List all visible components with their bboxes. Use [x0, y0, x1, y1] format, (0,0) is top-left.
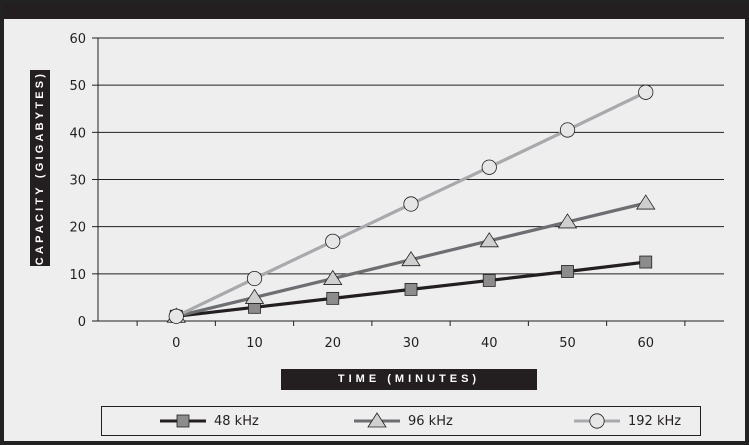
triangle-marker	[636, 194, 656, 210]
legend-marker	[367, 412, 387, 428]
x-tick-label: 40	[481, 336, 498, 351]
legend-marker	[176, 414, 190, 428]
square-marker	[482, 274, 496, 287]
tick-labels: 0 10 20 30 40 50 60 0 10 20 30 40 50 60	[69, 32, 654, 351]
y-axis-label: CAPACITY (GIGABYTES)	[34, 70, 46, 266]
legend-circle-icon	[574, 413, 620, 429]
line-chart: 0 10 20 30 40 50 60 0 10 20 30 40 50 60	[69, 32, 724, 351]
x-axis-label: TIME (MINUTES)	[281, 369, 537, 390]
square-marker	[326, 291, 340, 305]
x-tick-label: 0	[172, 336, 180, 351]
y-tick-label: 0	[78, 315, 86, 330]
square-marker	[639, 255, 653, 269]
square-marker	[404, 282, 418, 296]
circle-marker	[403, 196, 419, 212]
x-tick-label: 60	[637, 336, 654, 351]
title-bar	[4, 4, 749, 19]
series-markers	[166, 84, 656, 324]
legend-item: 192 kHz	[572, 407, 681, 435]
triangle-marker	[323, 269, 343, 285]
x-tick-label: 30	[403, 336, 420, 351]
circle-marker	[559, 122, 576, 138]
circle-marker	[246, 270, 263, 287]
legend-item: 96 kHz	[352, 407, 453, 435]
legend-marker	[589, 413, 605, 429]
circle-marker	[638, 84, 654, 100]
circle-marker	[325, 233, 341, 249]
y-tick-label: 40	[69, 126, 86, 141]
legend-label: 192 kHz	[628, 413, 682, 429]
x-tick-label: 10	[246, 336, 263, 351]
x-tick-label: 50	[559, 336, 576, 351]
y-tick-label: 60	[69, 32, 86, 47]
triangle-marker	[479, 232, 499, 248]
legend-item: 48 kHz	[158, 407, 259, 435]
y-axis-label-box	[30, 70, 50, 266]
y-tick-label: 50	[69, 79, 86, 94]
circle-marker	[168, 308, 184, 324]
legend-label: 96 kHz	[408, 413, 453, 429]
y-tick-label: 30	[69, 174, 86, 189]
legend: 48 kHz 96 kHz 192 kHz	[101, 406, 701, 436]
legend-square-icon	[160, 414, 206, 428]
x-tick-label: 20	[324, 336, 341, 351]
axes	[92, 37, 724, 326]
triangle-marker	[244, 288, 265, 304]
y-tick-label: 20	[69, 221, 86, 236]
legend-label: 48 kHz	[214, 413, 259, 429]
triangle-marker	[557, 213, 578, 229]
triangle-marker	[401, 250, 421, 267]
legend-triangle-icon	[354, 412, 400, 428]
grid-lines	[98, 37, 724, 275]
circle-marker	[481, 159, 497, 175]
square-marker	[561, 265, 574, 278]
y-tick-label: 10	[69, 268, 86, 283]
